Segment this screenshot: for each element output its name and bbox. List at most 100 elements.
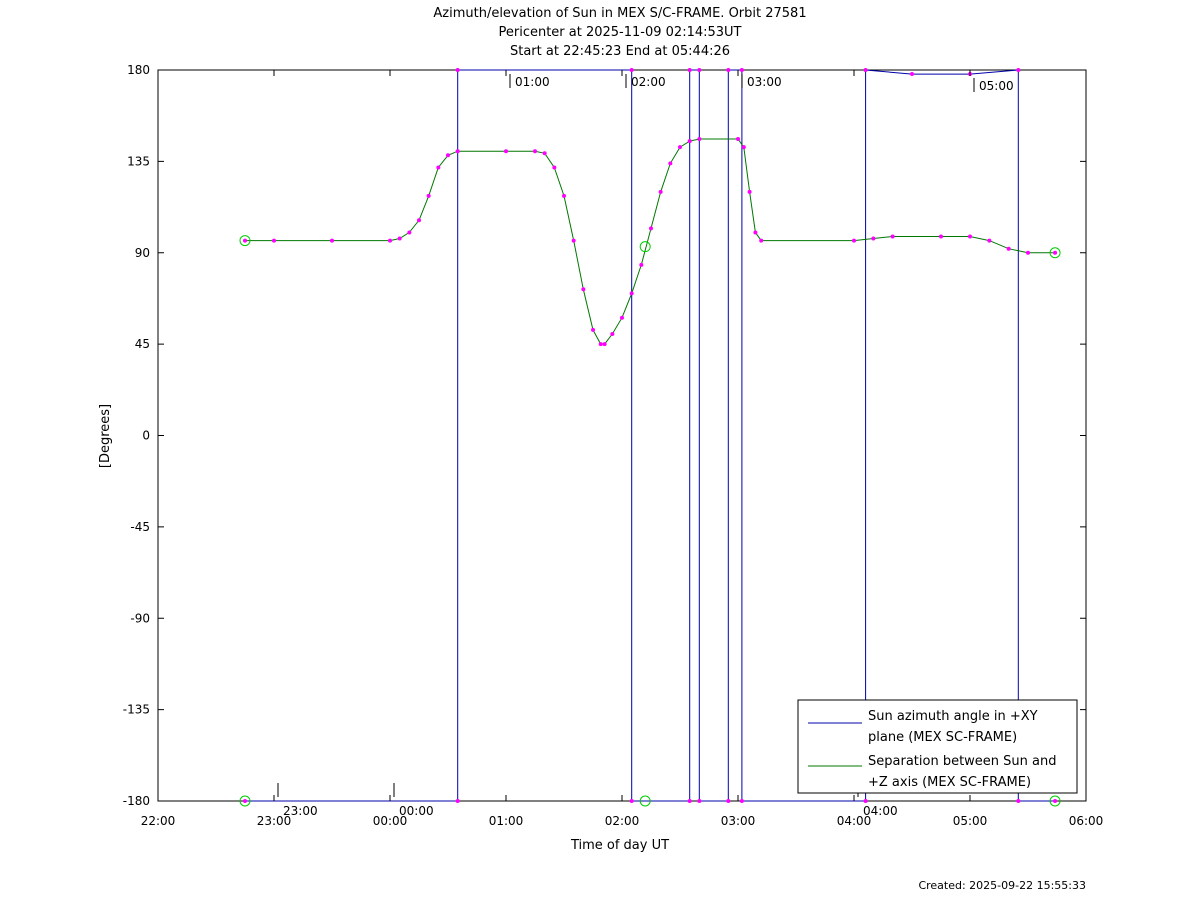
separation-marker [581,287,586,292]
azimuth-marker [1053,799,1058,803]
axis-ticks: 22:00 23:00 00:00 01:00 02:00 03:00 04:00 05:00… [123,63,1104,828]
separation-marker [436,165,441,170]
separation-marker [243,238,247,243]
endpoint-circle-marker [239,235,251,247]
y-tick-label: 180 [127,63,150,77]
separation-marker [678,145,682,150]
separation-marker [1006,246,1011,251]
y-tick-label: 90 [135,246,150,260]
separation-marker [687,139,692,144]
annotation-label: 01:00 [515,75,550,89]
separation-marker [759,238,764,243]
x-tick-label: 22:00 [141,814,176,828]
separation-marker [939,234,943,239]
separation-marker [1026,250,1030,255]
azimuth-marker [1016,799,1021,803]
azimuth-marker [726,68,731,72]
x-tick-label: 03:00 [721,814,756,828]
separation-marker [753,230,758,235]
separation-marker [426,193,431,198]
annotation-label: 00:00 [399,804,434,818]
azimuth-marker [687,799,692,803]
x-tick-label: 05:00 [953,814,988,828]
separation-marker [987,238,992,243]
azimuth-marker [697,68,702,72]
legend-label-azimuth-line-2: plane (MEX SC-FRAME) [868,730,1017,745]
separation-marker [542,151,547,156]
legend: Sun azimuth angle in +XY plane (MEX SC-F… [797,699,1078,794]
separation-marker [446,153,450,158]
chart-title-line-3: Start at 22:45:23 End at 05:44:26 [510,44,730,59]
azimuth-marker [697,799,702,803]
azimuth-marker [455,799,460,803]
azimuth-marker [863,68,868,72]
x-axis-label: Time of day UT [570,838,669,853]
y-tick-label: -90 [130,611,150,625]
legend-label-azimuth-line-1: Sun azimuth angle in +XY [868,709,1038,724]
separation-marker [591,327,595,332]
chart-title-line-2: Pericenter at 2025-11-09 02:14:53UT [498,25,741,40]
x-tick-label: 23:00 [257,814,292,828]
azimuth-marker [687,68,692,72]
separation-marker [571,238,576,243]
separation-marker [562,193,566,198]
endpoint-circle-marker [639,241,651,253]
azimuth-marker [739,799,744,803]
x-tick-label: 02:00 [605,814,640,828]
separation-marker [330,238,334,243]
azimuth-marker [243,799,247,803]
azimuth-marker [629,799,634,803]
separation-marker [658,189,663,194]
separation-marker [890,234,895,239]
endpoint-circle-marker [1049,247,1061,259]
separation-marker [852,238,856,243]
legend-label-separation-line-2: +Z axis (MEX SC-FRAME) [868,775,1031,790]
series-line-azimuth [245,69,1056,802]
azimuth-marker [1016,68,1021,72]
x-tick-label: 01:00 [489,814,524,828]
endpoint-circle-marker [1049,795,1061,807]
series-line-separation [245,138,1056,345]
annotation-label: 03:00 [747,75,782,89]
annotation-label: 02:00 [631,75,666,89]
separation-marker [871,236,876,241]
separation-marker [620,315,624,320]
chart-title-line-1: Azimuth/elevation of Sun in MEX S/C-FRAM… [433,6,806,21]
plot-frame [157,69,1087,802]
separation-marker [455,149,460,154]
separation-marker [629,291,634,296]
separation-marker [397,236,402,241]
separation-marker [668,161,673,166]
created-timestamp: Created: 2025-09-22 15:55:33 [918,879,1086,892]
azimuth-marker [910,72,914,77]
y-tick-label: 0 [142,429,150,443]
separation-marker [552,165,557,170]
separation-marker [968,234,972,239]
plot-area: 23:00 00:00 01:00 02:00 03:00 04:00 05:00 [157,68,1087,818]
y-tick-label: -180 [123,794,150,808]
separation-marker [1053,250,1058,255]
separation-marker [533,149,537,154]
separation-marker [272,238,276,243]
separation-marker [407,230,412,235]
separation-marker [697,137,702,142]
y-tick-label: -45 [130,520,150,534]
separation-marker [741,145,746,150]
separation-marker [639,262,644,267]
endpoint-circle-marker [639,795,651,807]
separation-marker [610,331,615,336]
separation-marker [504,149,508,154]
y-tick-label: -135 [123,703,150,717]
separation-marker [598,342,603,347]
legend-box [797,699,1078,794]
azimuth-marker [726,799,731,803]
x-tick-label: 06:00 [1069,814,1104,828]
endpoint-circle-marker [239,795,251,807]
y-tick-label: 45 [135,337,150,351]
annotation-label: 04:00 [863,804,898,818]
azimuth-marker [629,68,634,72]
annotation-label: 05:00 [979,79,1014,93]
azimuth-marker [455,68,460,72]
x-tick-label: 04:00 [837,814,872,828]
